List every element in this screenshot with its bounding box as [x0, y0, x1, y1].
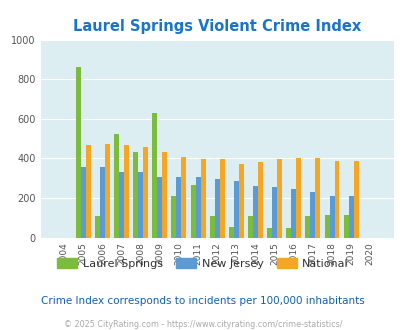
Bar	[85, 145, 90, 238]
Bar	[157, 177, 162, 238]
Bar	[104, 144, 110, 238]
Title: Laurel Springs Violent Crime Index: Laurel Springs Violent Crime Index	[73, 19, 360, 34]
Bar	[247, 216, 252, 238]
Bar	[266, 228, 271, 238]
Bar	[100, 167, 104, 238]
Bar	[271, 187, 277, 238]
Bar	[329, 196, 334, 238]
Bar	[181, 157, 186, 238]
Bar	[143, 147, 148, 238]
Bar	[315, 158, 320, 238]
Bar	[296, 158, 301, 238]
Bar	[228, 227, 233, 238]
Bar	[334, 161, 339, 238]
Bar	[219, 159, 224, 238]
Bar	[171, 196, 176, 238]
Bar	[348, 196, 353, 238]
Text: © 2025 CityRating.com - https://www.cityrating.com/crime-statistics/: © 2025 CityRating.com - https://www.city…	[64, 320, 341, 329]
Bar	[124, 145, 129, 238]
Bar	[277, 159, 281, 238]
Bar	[305, 216, 310, 238]
Bar	[176, 177, 181, 238]
Bar	[252, 186, 257, 238]
Bar	[310, 192, 315, 238]
Bar	[238, 164, 243, 238]
Bar	[324, 215, 329, 238]
Bar	[76, 67, 81, 238]
Bar	[290, 189, 296, 238]
Bar	[214, 179, 219, 238]
Bar	[95, 216, 100, 238]
Bar	[200, 159, 205, 238]
Bar	[286, 228, 290, 238]
Bar	[353, 161, 358, 238]
Bar	[233, 181, 238, 238]
Bar	[162, 152, 167, 238]
Bar	[81, 167, 85, 238]
Bar	[138, 172, 143, 238]
Bar	[343, 215, 348, 238]
Bar	[209, 216, 214, 238]
Bar	[133, 152, 138, 238]
Bar	[190, 185, 195, 238]
Bar	[195, 177, 200, 238]
Bar	[152, 113, 157, 238]
Bar	[114, 134, 119, 238]
Bar	[119, 172, 124, 238]
Legend: Laurel Springs, New Jersey, National: Laurel Springs, New Jersey, National	[53, 254, 352, 273]
Bar	[257, 162, 262, 238]
Text: Crime Index corresponds to incidents per 100,000 inhabitants: Crime Index corresponds to incidents per…	[41, 296, 364, 306]
